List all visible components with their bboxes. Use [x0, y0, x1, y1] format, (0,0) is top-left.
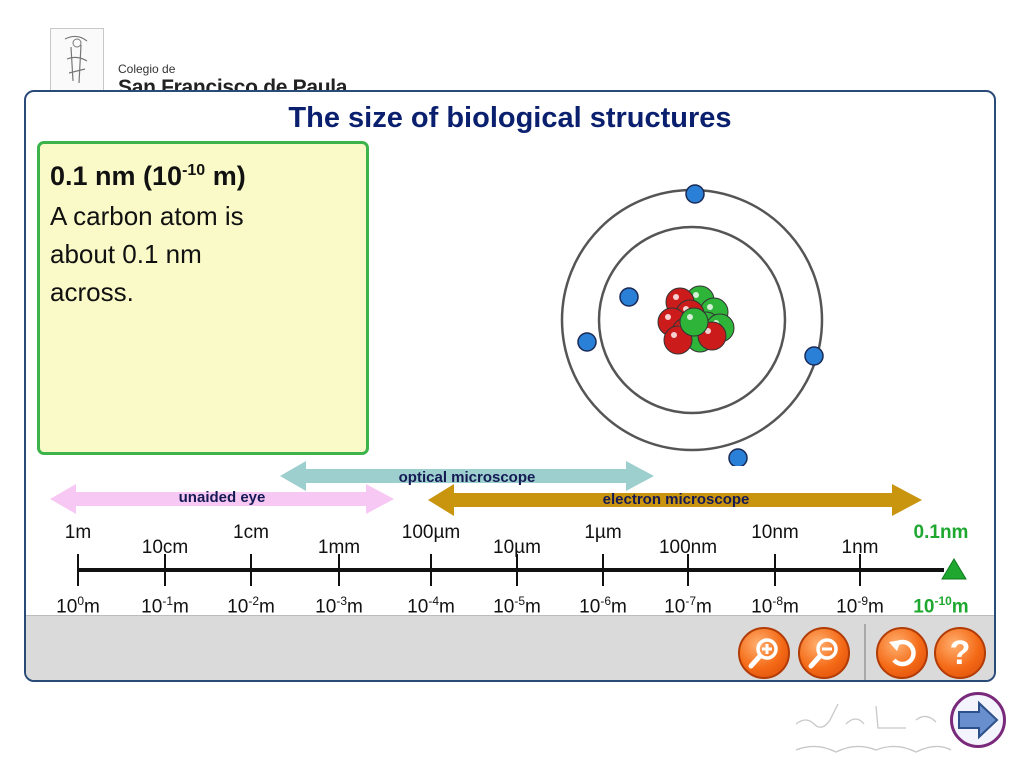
electron	[619, 287, 639, 307]
zoom-in-icon	[748, 638, 778, 669]
highlight	[665, 314, 671, 320]
help-button[interactable]: ?	[934, 627, 986, 679]
electron	[728, 448, 748, 466]
scale-label-top: 1cm	[233, 522, 269, 543]
scale-label-bottom: 100m	[56, 594, 100, 618]
optical-microscope-arrow	[280, 461, 654, 491]
highlight	[693, 292, 699, 298]
scale-label-bottom: 10-5m	[493, 594, 541, 618]
scale-label-top: 100µm	[401, 522, 461, 543]
electron	[804, 346, 824, 366]
scale-label-bottom: 10-6m	[579, 594, 627, 618]
zoom-out-button[interactable]	[798, 627, 850, 679]
highlight	[671, 332, 677, 338]
scale-label-bottom: 10-2m	[227, 594, 275, 618]
slide-panel: The size of biological structures 0.1 nm…	[24, 90, 996, 682]
school-name-line1: Colegio de	[118, 62, 176, 76]
scale-label-bottom: 10-1m	[141, 594, 189, 618]
electron	[685, 184, 705, 204]
help-icon: ?	[949, 633, 971, 672]
scale-label-top: 1µm	[584, 522, 622, 543]
neutron	[679, 307, 709, 337]
scale-label-bottom-current: 10-10m	[913, 594, 969, 618]
next-slide-button[interactable]	[950, 692, 1006, 748]
scale-label-bottom: 10-9m	[836, 594, 884, 618]
zoom-in-button[interactable]	[738, 627, 790, 679]
nucleus	[657, 285, 735, 355]
reset-icon	[889, 639, 916, 667]
scale-label-top: 1mm	[317, 537, 361, 558]
info-body: A carbon atom is about 0.1 nm across.	[50, 197, 356, 311]
scale-label-bottom: 10-8m	[751, 594, 799, 618]
school-crest-logo	[50, 28, 104, 94]
reset-button[interactable]	[876, 627, 928, 679]
scale-label-top: 1nm	[841, 537, 879, 558]
electrons	[577, 184, 824, 466]
info-heading: 0.1 nm (10-10 m)	[50, 154, 356, 193]
scale-label-top: 10cm	[141, 537, 189, 558]
info-box: 0.1 nm (10-10 m) A carbon atom is about …	[37, 141, 369, 455]
info-heading-main: 0.1 nm (10	[50, 161, 183, 191]
size-scale	[50, 461, 967, 586]
range-label-optical-microscope: optical microscope	[398, 469, 536, 486]
next-arrow-icon	[958, 700, 999, 740]
scale-ticks	[77, 554, 861, 586]
scale-label-bottom: 10-3m	[315, 594, 363, 618]
info-body-line: A carbon atom is	[50, 201, 244, 231]
scale-label-top-current: 0.1nm	[913, 522, 969, 543]
carbon-atom-illustration	[560, 184, 824, 466]
scale-label-bottom: 10-7m	[664, 594, 712, 618]
electron-microscope-arrow	[428, 484, 922, 516]
info-body-line: across.	[50, 277, 134, 307]
toolbar-separator	[864, 624, 866, 680]
info-heading-exponent: -10	[182, 162, 206, 179]
electron	[577, 332, 597, 352]
current-size-marker	[941, 558, 967, 580]
highlight	[687, 314, 693, 320]
scale-label-top: 10µm	[493, 537, 541, 558]
highlight	[705, 328, 711, 334]
highlight	[707, 304, 713, 310]
unaided-eye-arrow	[50, 484, 394, 514]
info-heading-end: m)	[205, 161, 246, 191]
scale-label-bottom: 10-4m	[407, 594, 455, 618]
scale-label-top: 1m	[64, 522, 92, 543]
info-body-line: about 0.1 nm	[50, 239, 202, 269]
scale-label-top: 10nm	[751, 522, 799, 543]
scale-label-top: 100nm	[658, 537, 718, 558]
range-label-electron-microscope: electron microscope	[602, 491, 750, 508]
zoom-out-icon	[808, 638, 838, 669]
range-label-unaided-eye: unaided eye	[178, 489, 266, 506]
page-title: The size of biological structures	[288, 102, 732, 134]
highlight	[673, 294, 679, 300]
decorative-scribble	[795, 703, 952, 753]
